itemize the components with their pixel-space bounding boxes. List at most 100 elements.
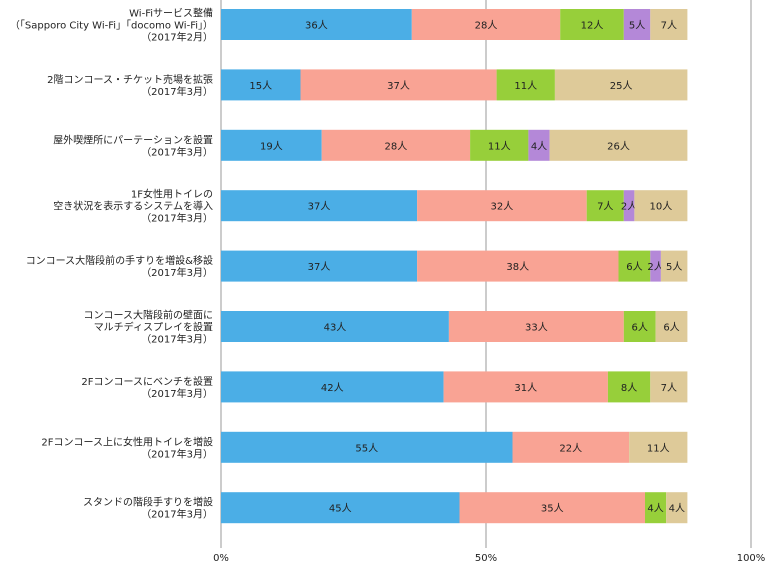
bar-segment-0-1 <box>411 9 561 40</box>
bar-segment-0-3 <box>623 9 651 40</box>
category-label-1-1: （2017年3月） <box>141 85 213 98</box>
bar-segment-8-2 <box>645 492 667 524</box>
data-label-4-2: 6人 <box>626 261 642 273</box>
bar-segment-2-3 <box>528 129 550 161</box>
data-label-3-3: 2人 <box>621 201 637 213</box>
category-label-0-2: （2017年2月） <box>141 31 213 44</box>
category-label-8-0: スタンドの階段手すりを増設 <box>83 496 213 509</box>
bar-segment-8-0 <box>221 492 460 524</box>
bars-layer: 36人 28人 12人 5人 7人 15人 37人 11人 25人 19人 28人 11人 4人 26人 3… <box>221 9 688 524</box>
data-label-8-0: 45人 <box>329 503 352 515</box>
data-label-6-3: 7人 <box>661 382 677 394</box>
data-label-2-4: 26人 <box>607 140 630 152</box>
data-label-4-1: 38人 <box>506 261 529 273</box>
bar-segment-1-0 <box>221 69 301 101</box>
data-label-0-4: 7人 <box>661 20 677 32</box>
data-label-7-2: 11人 <box>647 442 670 454</box>
category-label-7-1: （2017年3月） <box>141 447 213 460</box>
bar-segment-4-2 <box>618 250 651 282</box>
data-label-0-3: 5人 <box>629 20 645 32</box>
bar-segment-0-4 <box>650 9 688 40</box>
data-label-6-0: 42人 <box>321 382 344 394</box>
bar-segment-5-2 <box>623 311 656 342</box>
category-label-3-2: （2017年3月） <box>141 212 213 225</box>
category-label-5-2: （2017年3月） <box>141 333 213 346</box>
data-label-3-2: 7人 <box>597 201 613 213</box>
category-label-4-1: （2017年3月） <box>141 266 213 279</box>
data-label-1-0: 15人 <box>249 80 272 92</box>
data-label-2-1: 28人 <box>385 140 408 152</box>
category-labels: Wi-Fiサービス整備（「Sapporo City Wi-Fi」「docomo … <box>10 7 213 521</box>
data-label-4-4: 5人 <box>666 261 682 273</box>
category-label-8-1: （2017年3月） <box>141 508 213 521</box>
data-label-5-1: 33人 <box>525 322 548 334</box>
category-label-6-1: （2017年3月） <box>141 387 213 400</box>
x-tick-label-1: 50% <box>475 553 497 564</box>
data-label-8-3: 4人 <box>669 503 685 515</box>
bar-segment-0-2 <box>560 9 624 40</box>
data-label-3-4: 10人 <box>650 201 673 213</box>
data-label-1-1: 37人 <box>387 80 410 92</box>
bar-segment-8-1 <box>459 492 645 524</box>
bar-segment-3-3 <box>623 190 635 222</box>
data-label-6-2: 8人 <box>621 382 637 394</box>
data-label-2-3: 4人 <box>531 140 547 152</box>
bar-segment-3-2 <box>586 190 624 222</box>
bar-segment-0-0 <box>221 9 412 40</box>
category-label-0-0: Wi-Fiサービス整備 <box>129 7 213 20</box>
bar-segment-4-1 <box>417 250 619 282</box>
data-label-1-3: 25人 <box>610 80 633 92</box>
category-label-6-0: 2Fコンコースにベンチを設置 <box>81 375 213 388</box>
bar-segment-1-3 <box>554 69 688 101</box>
bar-segment-2-4 <box>549 129 688 161</box>
category-label-3-1: 空き状況を表示するシステムを導入 <box>53 200 213 213</box>
bar-segment-1-1 <box>300 69 497 101</box>
category-label-5-0: コンコース大階段前の壁面に <box>84 309 214 322</box>
data-label-8-2: 4人 <box>647 503 663 515</box>
data-label-3-0: 37人 <box>308 201 331 213</box>
category-label-2-1: （2017年3月） <box>141 145 213 158</box>
bar-segment-3-4 <box>634 190 688 222</box>
bar-segment-5-1 <box>448 311 624 342</box>
bar-segment-4-0 <box>221 250 418 282</box>
bar-segment-3-0 <box>221 190 418 222</box>
data-label-0-2: 12人 <box>581 20 604 32</box>
category-label-7-0: 2Fコンコース上に女性用トイレを増設 <box>41 435 213 448</box>
category-label-4-0: コンコース大階段前の手すりを増設&移設 <box>26 254 213 267</box>
bar-segment-7-2 <box>629 431 688 463</box>
x-axis-ticks: 0% 50% 100% <box>213 553 765 564</box>
bar-segment-6-2 <box>607 371 651 403</box>
bar-segment-3-1 <box>417 190 587 222</box>
bar-segment-6-1 <box>443 371 608 403</box>
bar-segment-7-0 <box>221 431 513 463</box>
bar-segment-2-2 <box>470 129 529 161</box>
x-tick-label-2: 100% <box>737 553 766 564</box>
category-label-3-0: 1F女性用トイレの <box>131 188 213 201</box>
category-label-2-0: 屋外喫煙所にパーテーションを設置 <box>53 133 213 146</box>
data-label-0-1: 28人 <box>475 20 498 32</box>
bar-segment-5-3 <box>655 311 688 342</box>
data-label-6-1: 31人 <box>514 382 537 394</box>
data-label-3-1: 32人 <box>491 201 514 213</box>
bar-segment-5-0 <box>221 311 449 342</box>
bar-segment-4-3 <box>650 250 661 282</box>
bar-segment-6-0 <box>221 371 444 403</box>
bar-segment-2-1 <box>321 129 471 161</box>
bar-segment-2-0 <box>221 129 322 161</box>
data-label-2-2: 11人 <box>488 140 511 152</box>
data-label-4-0: 37人 <box>308 261 331 273</box>
bar-segment-1-2 <box>496 69 555 101</box>
data-label-8-1: 35人 <box>541 503 564 515</box>
data-label-5-3: 6人 <box>663 322 679 334</box>
data-label-5-0: 43人 <box>324 322 347 334</box>
data-label-4-3: 2人 <box>647 261 663 273</box>
category-label-5-1: マルチディスプレイを設置 <box>94 321 213 334</box>
bar-segment-7-1 <box>512 431 630 463</box>
data-label-0-0: 36人 <box>305 20 328 32</box>
data-label-7-0: 55人 <box>355 442 378 454</box>
bar-segment-8-3 <box>666 492 688 524</box>
bar-segment-6-3 <box>650 371 688 403</box>
data-label-2-0: 19人 <box>260 140 283 152</box>
x-tick-label-0: 0% <box>213 553 229 564</box>
